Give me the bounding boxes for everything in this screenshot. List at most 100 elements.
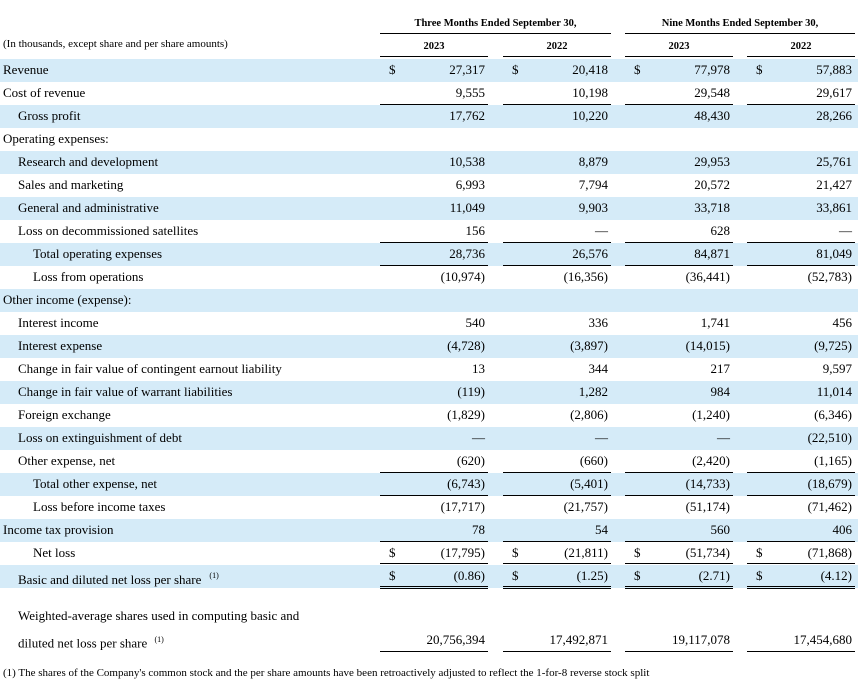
value-cell: 27,317: [449, 62, 485, 77]
value-cell: (21,757): [563, 499, 608, 514]
row-label-text: Change in fair value of warrant liabilit…: [18, 384, 233, 399]
value-cell: 156: [465, 223, 486, 238]
row-label: Total operating expenses: [33, 246, 162, 262]
value-cell: 29,548: [694, 85, 730, 100]
row-label-text: Operating expenses:: [3, 131, 109, 146]
value-cell: 17,454,680: [793, 632, 853, 647]
currency-sign: $: [634, 62, 641, 77]
value-cell: 20,572: [694, 177, 730, 192]
note-marker: (1): [209, 571, 219, 580]
currency-sign: $: [756, 568, 763, 583]
value-cell: 48,430: [694, 108, 730, 123]
value-cell: 6,993: [455, 177, 485, 192]
value-cell: (10,974): [440, 269, 485, 284]
value-cell: (17,717): [440, 499, 485, 514]
units-note: (In thousands, except share and per shar…: [3, 38, 228, 50]
year-header: 2022: [790, 41, 812, 52]
rule: [503, 265, 611, 266]
row-shade: [0, 105, 858, 128]
double-rule: [380, 586, 488, 589]
value-cell: 7,794: [578, 177, 608, 192]
value-cell: (52,783): [807, 269, 852, 284]
rule: [625, 104, 733, 105]
currency-sign: $: [634, 568, 641, 583]
value-cell: (14,733): [685, 476, 730, 491]
value-cell: 9,555: [455, 85, 485, 100]
value-cell: (51,174): [685, 499, 730, 514]
row-label-text: Other income (expense):: [3, 292, 132, 307]
row-label: Loss on extinguishment of debt: [18, 430, 182, 446]
row-label: Sales and marketing: [18, 177, 123, 193]
row-label-text: Sales and marketing: [18, 177, 124, 192]
value-cell: —: [595, 430, 608, 445]
row-shade: [0, 59, 858, 82]
value-cell: (1,165): [814, 453, 852, 468]
value-cell: (1.25): [576, 568, 608, 583]
value-cell: 11,014: [816, 384, 852, 399]
rule: [503, 495, 611, 496]
value-cell: 25,761: [816, 154, 852, 169]
row-label-text: Cost of revenue: [3, 85, 86, 100]
currency-sign: $: [389, 62, 396, 77]
value-cell: (0.86): [453, 568, 485, 583]
row-label: Total other expense, net: [33, 476, 157, 492]
value-cell: 20,418: [572, 62, 608, 77]
rule: [747, 56, 855, 57]
value-cell: 10,538: [449, 154, 485, 169]
row-label: Cost of revenue: [3, 85, 85, 101]
row-shade: [0, 197, 858, 220]
value-cell: (1,240): [692, 407, 730, 422]
value-cell: —: [717, 430, 730, 445]
value-cell: 1,282: [578, 384, 608, 399]
rule: [380, 541, 488, 542]
value-cell: 1,741: [700, 315, 730, 330]
row-shade: [0, 381, 858, 404]
value-cell: 17,762: [449, 108, 485, 123]
rule: [747, 651, 855, 652]
value-cell: 19,117,078: [671, 632, 730, 647]
rule: [503, 242, 611, 243]
group-header: Nine Months Ended September 30,: [661, 18, 819, 29]
row-label: Foreign exchange: [18, 407, 111, 423]
value-cell: (9,725): [814, 338, 852, 353]
row-label-text: Loss from operations: [33, 269, 144, 284]
row-label-text: Gross profit: [18, 108, 81, 123]
rule: [625, 651, 733, 652]
value-cell: 28,736: [449, 246, 485, 261]
value-cell: 57,883: [816, 62, 852, 77]
value-cell: 21,427: [816, 177, 852, 192]
row-label: Change in fair value of contingent earno…: [18, 361, 282, 377]
value-cell: 33,861: [816, 200, 852, 215]
row-shade: [0, 473, 858, 496]
group-header: Three Months Ended September 30,: [414, 18, 577, 29]
row-label-text: Income tax provision: [3, 522, 114, 537]
row-label: Loss from operations: [33, 269, 143, 285]
rule: [380, 242, 488, 243]
value-cell: (51,734): [685, 545, 730, 560]
value-cell: (5,401): [570, 476, 608, 491]
value-cell: 560: [710, 522, 731, 537]
currency-sign: $: [756, 545, 763, 560]
row-shade: [0, 151, 858, 174]
value-cell: 77,978: [694, 62, 730, 77]
value-cell: (3,897): [570, 338, 608, 353]
year-header: 2022: [546, 41, 568, 52]
value-cell: 628: [710, 223, 731, 238]
row-label-text: Net loss: [33, 545, 76, 560]
value-cell: (18,679): [807, 476, 852, 491]
currency-sign: $: [512, 568, 519, 583]
rule: [503, 104, 611, 105]
value-cell: (14,015): [685, 338, 730, 353]
value-cell: 9,903: [578, 200, 608, 215]
value-cell: (6,743): [447, 476, 485, 491]
value-cell: (119): [457, 384, 485, 399]
row-label-text: Total operating expenses: [33, 246, 163, 261]
value-cell: 344: [588, 361, 609, 376]
double-rule: [625, 586, 733, 589]
rule: [380, 472, 488, 473]
row-label-text: Revenue: [3, 62, 49, 77]
row-label: General and administrative: [18, 200, 159, 216]
row-label: diluted net loss per share (1): [18, 632, 164, 651]
value-cell: 9,597: [822, 361, 852, 376]
